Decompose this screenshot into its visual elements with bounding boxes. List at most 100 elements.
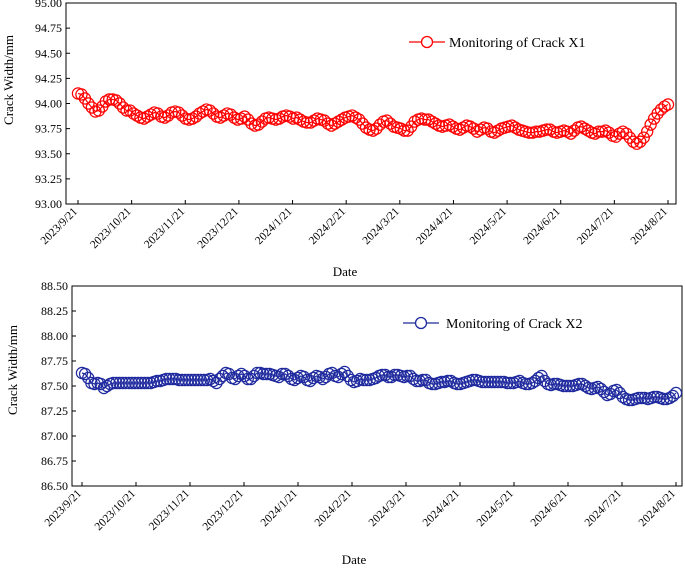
crack-x1-data-point: [592, 125, 605, 138]
crack-x1-data-point: [75, 88, 88, 101]
crack-x2-data-point: [207, 374, 220, 388]
crack-x2-y-tick-label: 88.25: [41, 304, 68, 318]
crack-x2-data-point: [119, 376, 132, 390]
crack-x2-data-point: [519, 377, 533, 391]
crack-x2-data-point: [500, 376, 514, 390]
crack-x2-data-point: [191, 373, 204, 387]
crack-x1-y-axis-title: Crack Width/mm: [1, 35, 16, 125]
crack-x2-data-point: [504, 376, 517, 390]
crack-x1-data-point: [602, 126, 616, 139]
crack-x2-data-point: [122, 376, 136, 390]
crack-x1-data-point: [640, 125, 654, 138]
crack-x2-data-point: [494, 375, 508, 389]
crack-x2-x-tick-label: 2024/4/21: [421, 487, 463, 529]
crack-x1-data-point: [359, 121, 373, 134]
crack-x2-data-point: [247, 369, 261, 383]
crack-x1-data-point: [332, 115, 345, 128]
crack-x1-x-axis-title: Date: [333, 264, 358, 279]
crack-x2-y-tick-label: 87.00: [41, 429, 68, 443]
crack-x1-data-point: [401, 124, 414, 137]
crack-x1-x-tick-label: 2023/12/21: [195, 205, 241, 251]
crack-x2-data-point: [491, 375, 504, 389]
crack-x2-data-point: [113, 376, 126, 390]
crack-x2-data-point: [216, 369, 229, 383]
crack-x2-data-point: [160, 372, 173, 386]
crack-x1-x-axis: 2023/9/21 2023/10/21 2023/11/21 2023/12/21 2…: [39, 200, 671, 251]
crack-x2-data-point: [357, 373, 370, 387]
crack-x1-data-point: [637, 131, 650, 144]
crack-x2-x-tick-label: 2023/10/21: [93, 487, 139, 533]
crack-x2-data-point: [482, 375, 495, 389]
crack-x1-data-point: [443, 118, 456, 131]
crack-x2-data-point: [203, 372, 217, 386]
crack-x1-data-point: [398, 124, 411, 137]
crack-x2-data-point: [97, 381, 111, 395]
crack-x1-y-tick-label: 93.50: [35, 147, 62, 161]
crack-x2-data-point: [538, 374, 551, 388]
crack-x1-y-tick-label: 93.75: [35, 122, 62, 136]
crack-x2-data-point: [257, 367, 270, 381]
crack-x1-data-point: [335, 113, 348, 126]
crack-x1-x-tick-label: 2024/8/21: [629, 205, 671, 247]
crack-x2-data-point: [307, 371, 320, 385]
crack-x1-data-point: [109, 94, 123, 107]
crack-x2-data-point: [182, 373, 195, 387]
crack-x2-data-point: [338, 365, 351, 379]
crack-x1-data-point: [561, 125, 574, 138]
crack-x2-y-axis: 86.50 86.75 87.00 87.25 87.50 87.75 88.00 88.25…: [41, 279, 76, 493]
crack-x2-data-point: [125, 376, 139, 390]
crack-x1-data-point: [575, 120, 588, 133]
crack-x2-data-point: [188, 373, 201, 387]
crack-x2-data-point: [128, 376, 142, 390]
crack-x2-data-point: [138, 376, 151, 390]
crack-x2-data-point: [547, 377, 561, 391]
crack-x2-data-point: [400, 369, 414, 383]
crack-x2-data-point: [385, 370, 398, 384]
crack-x2-data-point: [657, 392, 670, 406]
crack-x2-data-point: [513, 374, 526, 388]
crack-x1-data-point: [116, 101, 130, 114]
crack-x2-data-point: [232, 369, 245, 383]
crack-x2-x-axis: 2023/9/21 2023/10/21 2023/11/21 2023/12/21 2…: [43, 482, 678, 533]
crack-x2-data-point: [297, 370, 311, 384]
crack-x2-x-tick-label: 2024/7/21: [583, 487, 625, 529]
crack-x2-data-point: [135, 376, 148, 390]
crack-x1-data-point: [491, 124, 505, 137]
crack-x2-data-point: [441, 374, 454, 388]
crack-x1-data-point: [290, 111, 303, 124]
crack-x2-data-point: [479, 375, 492, 389]
crack-x1-data-point: [345, 109, 359, 122]
crack-x2-data-point: [141, 376, 154, 390]
crack-x2-data-point: [382, 370, 395, 384]
crack-x1-x-tick-label: 2024/4/21: [414, 205, 456, 247]
crack-x2-data-point: [557, 379, 570, 393]
crack-x2-data-point: [116, 376, 129, 390]
crack-x2-data-point: [369, 371, 383, 385]
crack-x2-data-point: [622, 393, 636, 407]
crack-x1-data-point: [227, 111, 241, 124]
crack-x1-y-tick-label: 94.75: [35, 21, 62, 35]
crack-x2-data-point: [647, 390, 661, 404]
crack-x2-legend-marker: [414, 316, 428, 330]
crack-x1-data-point: [418, 113, 432, 126]
crack-x1-x-tick-label: 2023/9/21: [39, 205, 81, 247]
crack-x1-data-point: [325, 119, 338, 132]
crack-x1-data-point: [328, 117, 342, 130]
crack-x1-data-point: [130, 109, 144, 122]
crack-x1-data-point: [634, 135, 647, 148]
crack-x1-chart: 93.00 93.25 93.50 93.75 94.00 94.25 94.50 94.75…: [1, 0, 677, 279]
crack-x2-data-point: [669, 386, 683, 400]
crack-x2-x-tick-label: 2024/1/21: [259, 487, 301, 529]
crack-x2-data-point: [163, 372, 176, 386]
crack-x2-y-tick-label: 86.75: [41, 454, 68, 468]
crack-x2-data-point: [379, 368, 392, 382]
crack-x2-x-tick-label: 2024/3/21: [367, 487, 409, 529]
crack-x1-x-tick-label: 2024/6/21: [521, 205, 563, 247]
crack-x2-data-point: [488, 375, 501, 389]
crack-x1-legend-marker: [420, 35, 434, 49]
crack-x2-x-tick-label: 2023/9/21: [43, 487, 85, 529]
crack-x1-data-point: [92, 104, 106, 117]
crack-x1-data-point: [613, 127, 626, 140]
crack-x2-data-point: [150, 374, 164, 388]
crack-x1-data-point: [85, 101, 99, 114]
